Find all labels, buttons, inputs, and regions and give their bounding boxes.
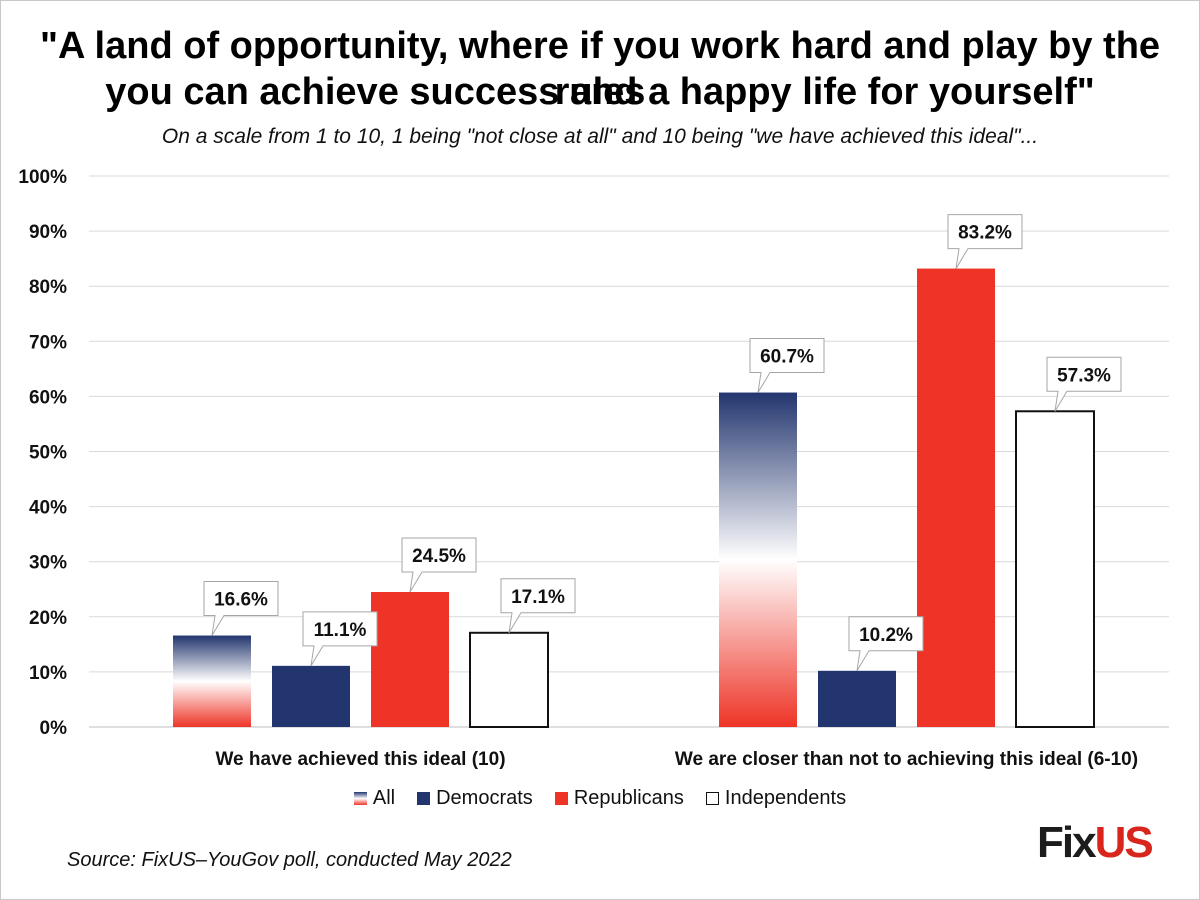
legend-swatch-republicans (554, 792, 568, 805)
data-label-box (203, 581, 279, 636)
logo-text-us: US (1094, 818, 1154, 867)
y-tick-label: 30% (29, 553, 67, 574)
data-label-box (500, 578, 576, 634)
data-label-box (749, 338, 825, 393)
chart-subtitle: On a scale from 1 to 10, 1 being "not cl… (161, 125, 1039, 148)
data-label-box (1046, 356, 1122, 412)
data-label: 10.2% (859, 625, 913, 646)
data-label-callout: 57.3% (1046, 356, 1122, 412)
legend-swatch-democrats (417, 792, 431, 805)
x-category-label: We have achieved this ideal (10) (215, 749, 505, 770)
legend-label-democrats: Democrats (436, 787, 533, 809)
bar-independents (1015, 410, 1095, 728)
y-tick-label: 80% (29, 277, 67, 298)
data-label-callout: 60.7% (749, 338, 825, 393)
bar-republicans (917, 268, 995, 727)
bar-republicans (371, 592, 449, 727)
data-label: 17.1% (511, 587, 565, 608)
data-label-box (947, 214, 1023, 269)
bar-all (719, 392, 797, 727)
y-tick-label: 100% (18, 167, 67, 188)
y-tick-label: 20% (29, 608, 67, 629)
y-tick-label: 10% (29, 663, 67, 684)
bar-democrats (818, 670, 896, 727)
y-tick-label: 60% (29, 387, 67, 408)
bar-independents (469, 631, 549, 728)
y-tick-label: 0% (40, 718, 68, 739)
legend-swatch-independents (705, 792, 719, 805)
fixus-logo: FixUS (1037, 818, 1154, 867)
chart-title-line-2: you can achieve success and a happy life… (105, 71, 1095, 113)
bar-chart: 0% 10% 20% 30% 40% 50% 60% 70% 80% 90% 100% 16.6% 6… (18, 167, 1169, 770)
legend-swatch-all (353, 792, 367, 805)
data-label-box (401, 537, 477, 593)
legend-item-independents: Independents (705, 787, 847, 810)
data-label: 83.2% (958, 223, 1012, 244)
data-label: 57.3% (1057, 365, 1111, 386)
data-label: 24.5% (412, 546, 466, 567)
data-label-callout: 17.1% (500, 578, 576, 634)
legend-label-all: All (372, 787, 396, 809)
source-note: Source: FixUS–YouGov poll, conducted May… (67, 849, 512, 871)
data-label-callout: 16.6% (203, 581, 279, 636)
y-tick-label: 70% (29, 332, 67, 353)
data-label-callout: 11.1% (302, 611, 378, 667)
data-label: 16.6% (214, 590, 268, 611)
legend-item-republicans: Republicans (554, 787, 684, 810)
legend-item-all: All (353, 787, 396, 810)
logo-text-fix: Fix (1037, 818, 1097, 867)
legend-item-democrats: Democrats (417, 787, 533, 810)
bar-all (173, 635, 251, 727)
data-label-box (848, 616, 924, 672)
data-label-callout: 10.2% (848, 616, 924, 672)
chart-title-line-1: "A land of opportunity, where if you wor… (39, 25, 1161, 113)
legend-label-independents: Independents (724, 787, 847, 809)
y-tick-label: 90% (29, 222, 67, 243)
x-category-label: We are closer than not to achieving this… (675, 749, 1138, 770)
data-label-callout: 83.2% (947, 214, 1023, 269)
data-label-box (302, 611, 378, 667)
y-tick-label: 50% (29, 443, 67, 464)
y-tick-label: 40% (29, 498, 67, 519)
legend-label-republicans: Republicans (573, 787, 684, 809)
data-label: 11.1% (314, 620, 367, 641)
bar-democrats (272, 665, 350, 727)
data-label: 60.7% (760, 347, 814, 368)
data-label-callout: 24.5% (401, 537, 477, 593)
chart-legend: All Democrats Republicans Independents (1, 787, 1199, 810)
